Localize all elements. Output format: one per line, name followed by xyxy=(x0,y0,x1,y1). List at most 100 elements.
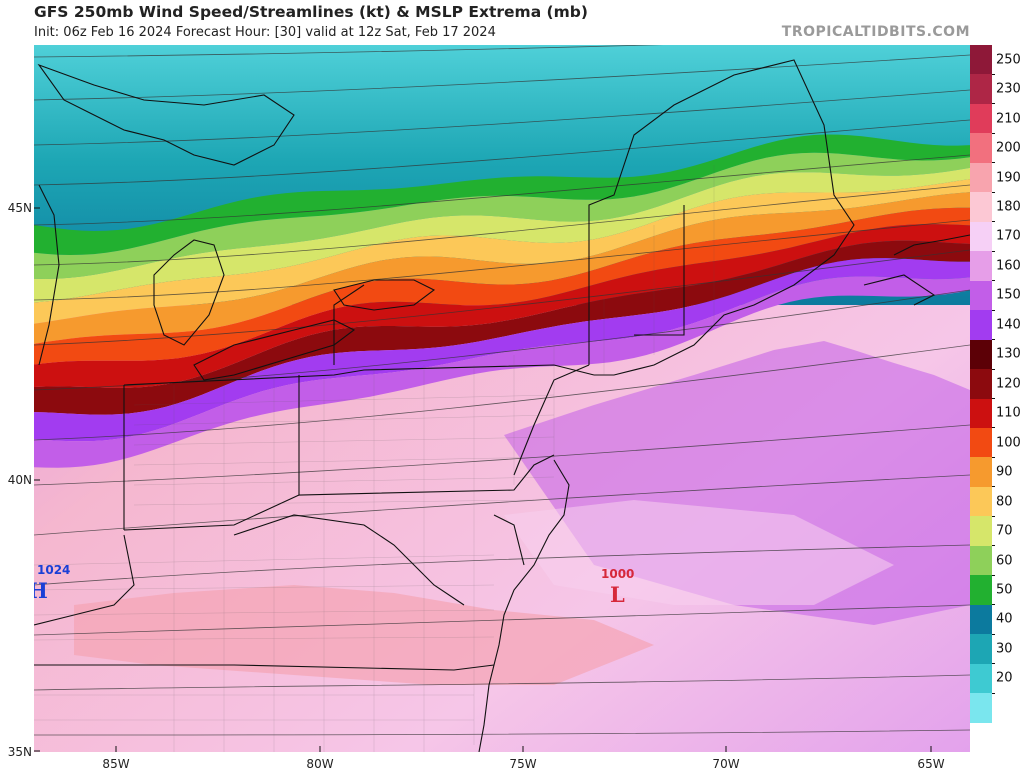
colorbar-segment xyxy=(970,74,992,105)
colorbar-label: 140 xyxy=(996,317,1021,333)
lat-label-40n: 40N xyxy=(7,473,32,487)
map-canvas: 1024 H 1000 L xyxy=(34,45,970,752)
colorbar-segment xyxy=(970,103,992,134)
colorbar-label: 60 xyxy=(996,553,1013,569)
jet-band xyxy=(34,134,970,255)
colorbar-tick xyxy=(992,368,995,370)
colorbar-tick xyxy=(992,250,995,252)
jet-band xyxy=(34,207,970,365)
colorbar-label: 200 xyxy=(996,140,1021,156)
colorbar-segment xyxy=(970,162,992,193)
colorbar-label: 130 xyxy=(996,346,1021,362)
colorbar-tick xyxy=(992,486,995,488)
low-pressure-value: 1000 xyxy=(601,567,634,581)
jet-stream-bands xyxy=(34,134,970,468)
colorbar-segment xyxy=(970,427,992,458)
colorbar-tick xyxy=(992,604,995,606)
colorbar-segment xyxy=(970,45,992,75)
colorbar-tick xyxy=(992,103,995,105)
colorbar-segment xyxy=(970,251,992,282)
jet-band xyxy=(34,179,970,324)
colorbar-segment xyxy=(970,369,992,399)
colorbar-segment xyxy=(970,457,992,488)
lon-label-65w: 65W xyxy=(917,757,945,771)
colorbar-tick xyxy=(992,221,995,223)
pink-max-region xyxy=(74,585,654,685)
colorbar-segment xyxy=(970,133,992,164)
lat-label-45n: 45N xyxy=(7,201,32,215)
lon-label-85w: 85W xyxy=(102,757,130,771)
jet-band xyxy=(34,258,970,442)
colorbar-segment xyxy=(970,663,992,694)
low-pressure-center: 1000 L xyxy=(601,567,634,607)
colorbar-segment xyxy=(970,604,992,635)
colorbar-segment xyxy=(970,722,992,753)
county-lines xyxy=(34,165,715,752)
colorbar-tick xyxy=(992,515,995,517)
colorbar-tick xyxy=(992,574,995,576)
colorbar-segment xyxy=(970,575,992,606)
colorbar-segment xyxy=(970,310,992,341)
colorbar-segment xyxy=(970,398,992,429)
colorbar-tick xyxy=(992,280,995,282)
colorbar-label: 20 xyxy=(996,670,1013,686)
colorbar-tick xyxy=(992,73,995,75)
lon-label-80w: 80W xyxy=(306,757,334,771)
colorbar-tick xyxy=(992,427,995,429)
lat-label-35n: 35N xyxy=(7,745,32,759)
colorbar-label: 30 xyxy=(996,641,1013,657)
map-title: GFS 250mb Wind Speed/Streamlines (kt) & … xyxy=(34,3,588,21)
high-pressure-value: 1024 xyxy=(37,563,70,577)
colorbar-label: 190 xyxy=(996,170,1021,186)
colorbar-tick xyxy=(992,398,995,399)
colorbar-tick xyxy=(992,162,995,164)
colorbar-tick xyxy=(992,456,995,458)
colorbar-segment xyxy=(970,516,992,547)
colorbar-tick xyxy=(992,191,995,193)
colorbar-label: 50 xyxy=(996,582,1013,598)
colorbar-label: 40 xyxy=(996,611,1013,627)
colorbar-label: 120 xyxy=(996,376,1021,392)
colorbar-label: 70 xyxy=(996,523,1013,539)
wind-speed-colorbar xyxy=(970,45,992,753)
colorbar-label: 150 xyxy=(996,287,1021,303)
colorbar-label: 110 xyxy=(996,405,1021,421)
colorbar-tick xyxy=(992,663,995,665)
colorbar-label: 180 xyxy=(996,199,1021,215)
colorbar-tick xyxy=(992,545,995,547)
lon-label-75w: 75W xyxy=(509,757,537,771)
colorbar-label: 250 xyxy=(996,52,1021,68)
colorbar-tick xyxy=(992,692,995,694)
colorbar-segment xyxy=(970,545,992,576)
colorbar-label: 230 xyxy=(996,81,1021,97)
colorbar-segment xyxy=(970,192,992,223)
colorbar-tick xyxy=(992,132,995,134)
state-borders xyxy=(34,59,970,752)
high-pressure-symbol: H xyxy=(34,578,48,603)
jet-band xyxy=(34,224,970,388)
colorbar-tick xyxy=(992,633,995,635)
colorbar-label: 210 xyxy=(996,111,1021,127)
colorbar-label: 170 xyxy=(996,228,1021,244)
lon-label-70w: 70W xyxy=(712,757,740,771)
colorbar-tick xyxy=(992,309,995,311)
low-pressure-symbol: L xyxy=(610,582,625,607)
jet-band xyxy=(34,152,970,279)
jet-band xyxy=(34,276,970,468)
colorbar-segment xyxy=(970,339,992,370)
graticule-ticks xyxy=(34,207,932,752)
colorbar-segment xyxy=(970,486,992,517)
jet-band xyxy=(34,167,970,303)
colorbar-label: 160 xyxy=(996,258,1021,274)
high-pressure-center: 1024 H xyxy=(34,563,70,603)
jet-band xyxy=(34,192,970,344)
colorbar-segment xyxy=(970,634,992,665)
colorbar-label: 80 xyxy=(996,494,1013,510)
colorbar-tick xyxy=(992,339,995,341)
colorbar-segment xyxy=(970,221,992,252)
colorbar-segment xyxy=(970,280,992,311)
map-subtitle: Init: 06z Feb 16 2024 Forecast Hour: [30… xyxy=(34,25,496,40)
source-watermark: TROPICALTIDBITS.COM xyxy=(781,24,970,40)
wind-map: 1024 H 1000 L xyxy=(34,45,970,752)
jet-band xyxy=(34,240,970,415)
